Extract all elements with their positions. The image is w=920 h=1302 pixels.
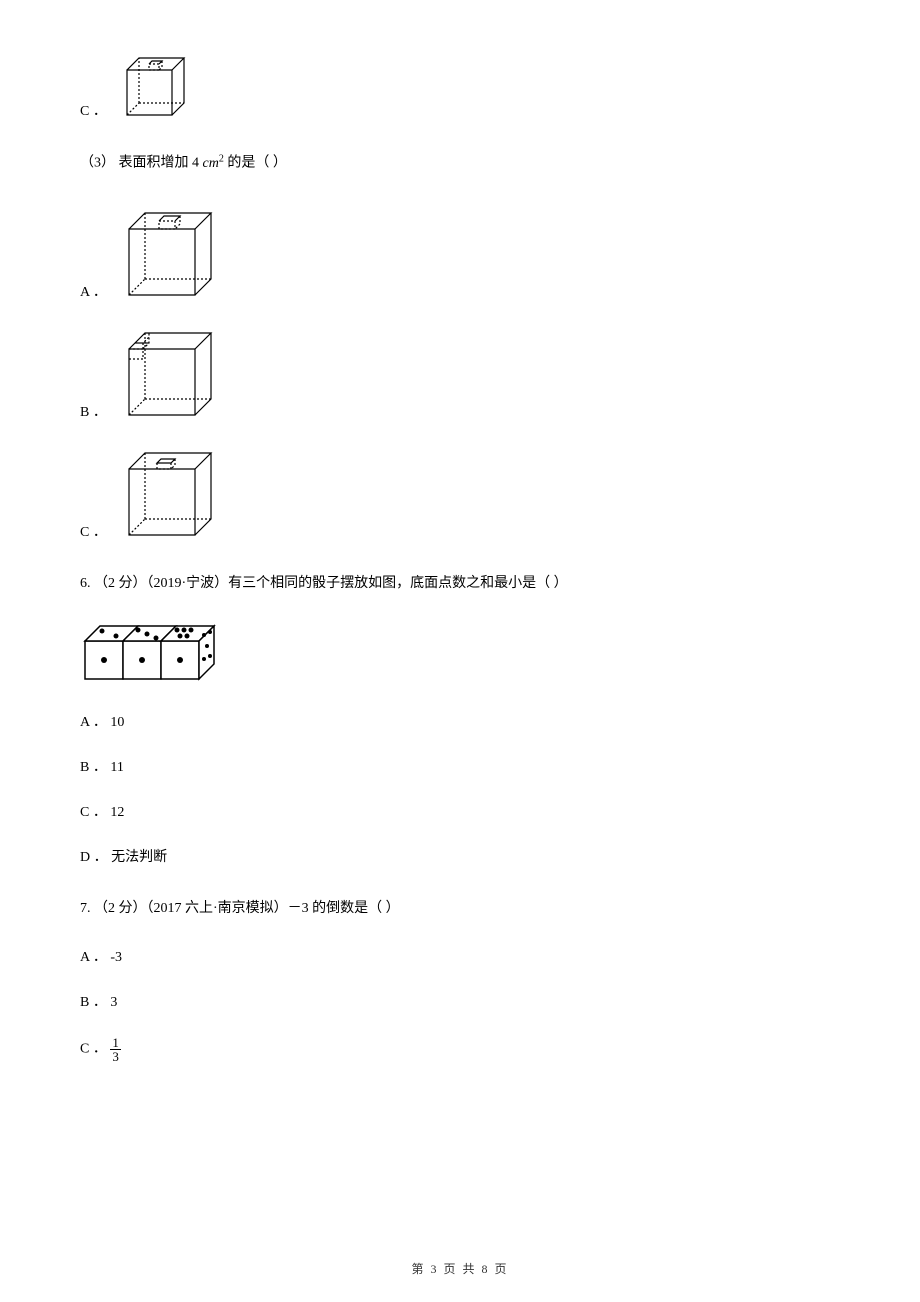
q3-text-part2: 的是（ ） xyxy=(224,156,287,171)
dice-icon xyxy=(80,621,240,681)
q7-option-a: A ． -3 xyxy=(80,946,840,966)
q7-option-c: C ． 13 xyxy=(80,1036,840,1063)
q3-option-label-a: A ． xyxy=(80,281,107,301)
q7-option-c-prefix: C ． xyxy=(80,1042,110,1057)
q3-option-label-c: C ． xyxy=(80,521,107,541)
q3-option-label-b: B ． xyxy=(80,401,107,421)
q3-option-b: B ． xyxy=(80,321,840,421)
cube-icon-c xyxy=(117,441,217,541)
q6-option-d: D ． 无法判断 xyxy=(80,846,840,866)
option-c-top: C ． xyxy=(80,50,840,120)
fraction-den: 3 xyxy=(110,1050,121,1063)
cube-icon-b xyxy=(117,321,217,421)
fraction-num: 1 xyxy=(110,1036,121,1050)
question-3-text: （3） 表面积增加 4 cm2 的是（ ） xyxy=(80,150,840,176)
q7-option-b: B ． 3 xyxy=(80,991,840,1011)
q6-option-c: C ． 12 xyxy=(80,801,840,821)
option-label-c-top: C ． xyxy=(80,100,107,120)
q3-option-c: C ． xyxy=(80,441,840,541)
page-footer: 第 3 页 共 8 页 xyxy=(0,1260,920,1277)
dice-figure xyxy=(80,621,840,686)
q6-option-b: B ． 11 xyxy=(80,756,840,776)
cube-icon-a xyxy=(117,201,217,301)
question-6-text: 6. （2 分）（2019·宁波）有三个相同的骰子摆放如图，底面点数之和最小是（… xyxy=(80,571,840,596)
fraction-icon: 13 xyxy=(110,1036,121,1063)
q6-option-a: A ． 10 xyxy=(80,711,840,731)
q3-option-a: A ． xyxy=(80,201,840,301)
question-7-text: 7. （2 分）（2017 六上·南京模拟）－3 的倒数是（ ） xyxy=(80,896,840,921)
q3-unit-cm: cm xyxy=(203,156,219,171)
cube-icon-c-top xyxy=(117,50,187,120)
q3-text-part1: （3） 表面积增加 4 xyxy=(80,156,203,171)
